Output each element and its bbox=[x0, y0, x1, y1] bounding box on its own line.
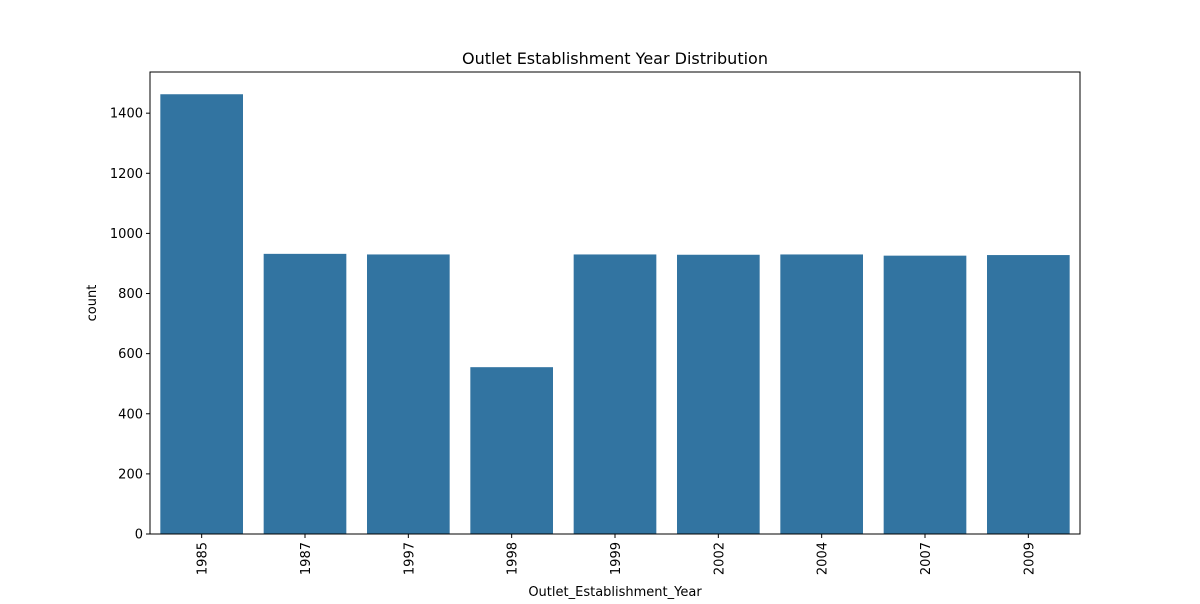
y-tick-label: 1000 bbox=[110, 227, 143, 242]
bar-1985 bbox=[160, 94, 243, 534]
bar-1997 bbox=[367, 254, 450, 534]
y-tick-label: 200 bbox=[118, 467, 143, 482]
chart-title: Outlet Establishment Year Distribution bbox=[462, 49, 768, 68]
bar-2007 bbox=[883, 255, 967, 534]
x-tick-label: 1999 bbox=[609, 542, 624, 575]
bar-2004 bbox=[780, 254, 863, 534]
bar-1998 bbox=[470, 367, 553, 534]
y-tick-label: 600 bbox=[118, 347, 143, 362]
x-tick-label: 1997 bbox=[402, 542, 417, 575]
x-tick-label: 2009 bbox=[1022, 542, 1037, 575]
x-tick-label: 2002 bbox=[712, 542, 727, 575]
x-tick-label: 2007 bbox=[919, 542, 934, 575]
y-tick-label: 1200 bbox=[110, 167, 143, 182]
bar-2009 bbox=[987, 255, 1070, 534]
x-tick-label: 1985 bbox=[196, 542, 211, 575]
x-tick-label: 1987 bbox=[299, 542, 314, 575]
x-tick-label: 2004 bbox=[816, 542, 831, 575]
bar-2002 bbox=[677, 254, 760, 534]
bar-1987 bbox=[263, 253, 347, 535]
y-tick-label: 1400 bbox=[110, 107, 143, 122]
plot-frame bbox=[149, 71, 1081, 535]
x-tick-label: 1998 bbox=[506, 542, 521, 575]
x-axis: 1985 1987 1997 1998 1999 2002 2004 2007 2009 bbox=[196, 534, 1037, 575]
y-tick-label: 800 bbox=[118, 287, 143, 302]
y-axis: 0 200 400 600 800 1000 1200 1400 bbox=[110, 107, 150, 543]
bars-layer bbox=[160, 94, 1070, 535]
y-tick-label: 0 bbox=[135, 528, 143, 543]
y-axis-title: count bbox=[85, 285, 100, 322]
y-tick-label: 400 bbox=[118, 407, 143, 422]
x-axis-title: Outlet_Establishment_Year bbox=[528, 585, 702, 600]
bar-1999 bbox=[573, 254, 657, 534]
